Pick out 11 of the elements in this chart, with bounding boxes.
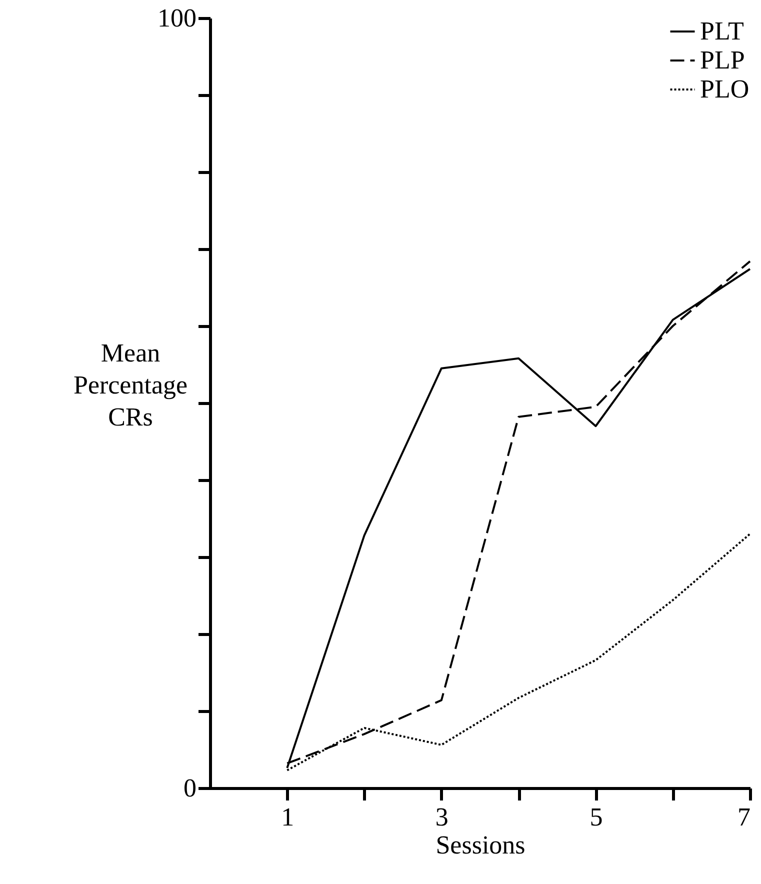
y-axis-title: Mean Percentage CRs [73, 338, 188, 432]
x-tick-label: 7 [738, 802, 750, 832]
x-tick-label: 5 [590, 802, 603, 832]
y-tick-label: 0 [184, 774, 196, 802]
x-tick-label: 1 [281, 802, 294, 832]
legend-label: PLP [700, 46, 745, 74]
x-axis-title: Sessions [436, 830, 526, 860]
legend-label: PLT [700, 16, 744, 46]
y-tick-label: 100 [158, 4, 196, 32]
x-tick-label: 3 [435, 802, 448, 832]
legend-label: PLO [700, 74, 750, 104]
